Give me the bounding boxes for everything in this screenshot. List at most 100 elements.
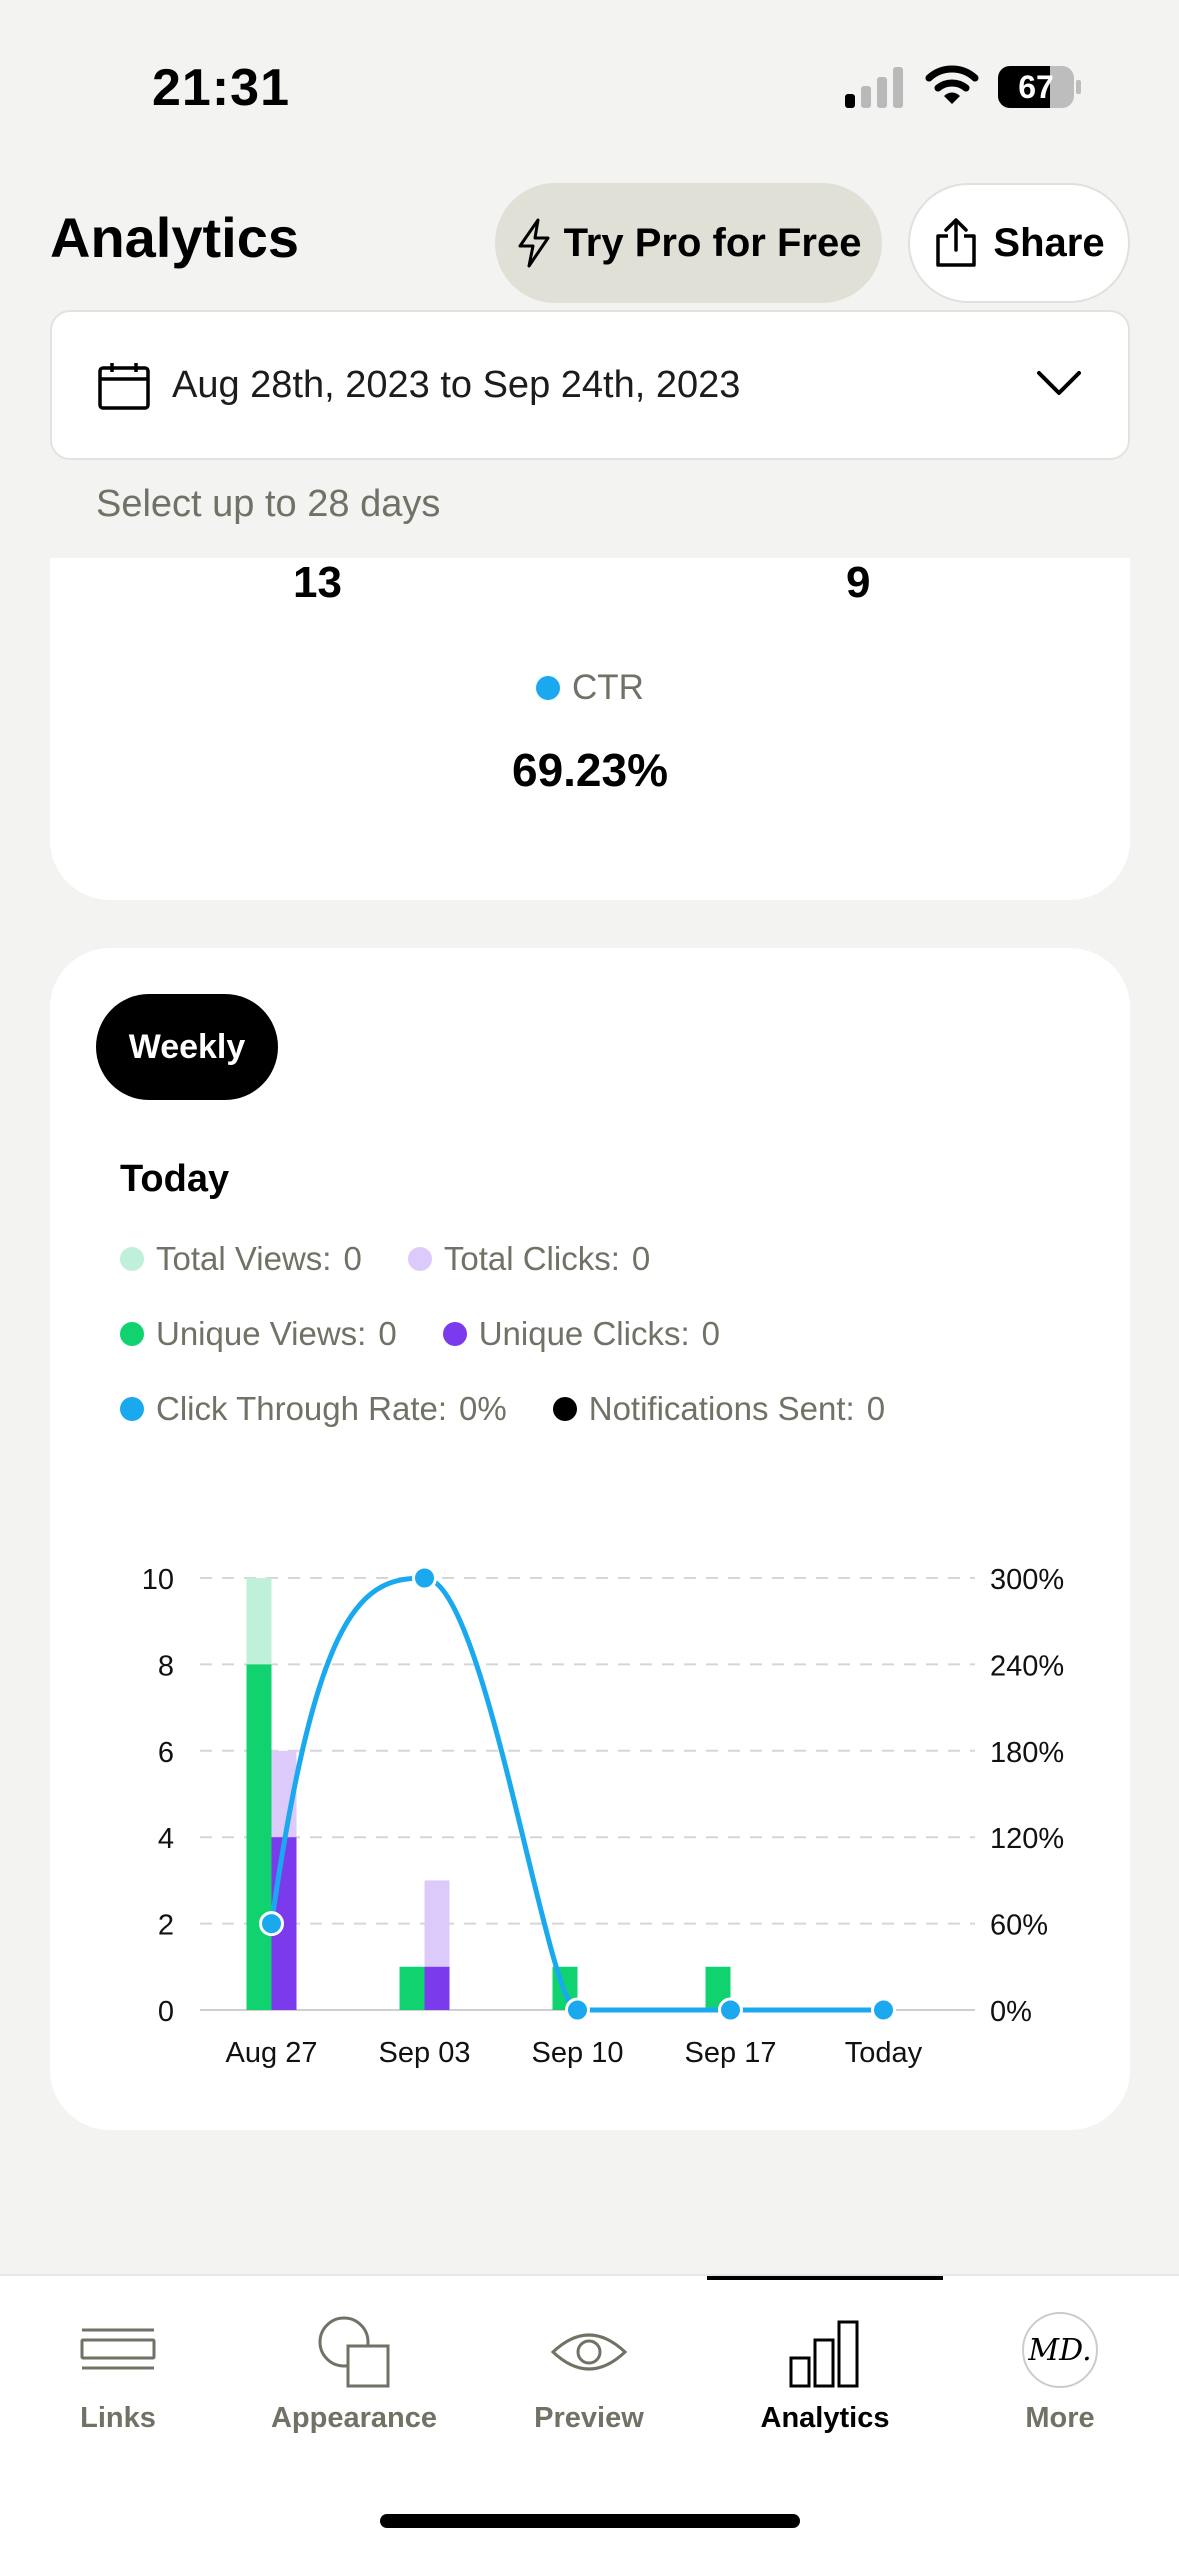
bar-unique-clicks — [424, 1966, 450, 2010]
legend-value: 0 — [343, 1240, 362, 1277]
y-tick-label: 0 — [158, 1996, 174, 2028]
bar-unique-views — [246, 1664, 272, 2010]
legend-ctr: Click Through Rate: 0% — [120, 1390, 507, 1428]
legend-label: Total Clicks: — [443, 1240, 620, 1277]
page-title: Analytics — [50, 206, 299, 269]
legend-total-clicks: Total Clicks: 0 — [407, 1240, 651, 1278]
analytics-chart[interactable]: 0 0% 2 60% 4 120% 6 180% 8 240% 10 300% Aug 27 Sep 03… — [50, 948, 1130, 2130]
ctr-point — [259, 1911, 284, 1937]
legend-label: Unique Clicks: — [478, 1315, 690, 1352]
date-range-picker[interactable]: Aug 28th, 2023 to Sep 24th, 2023 — [50, 310, 1130, 460]
analytics-icon — [789, 2320, 859, 2388]
legend-label: Click Through Rate: — [156, 1390, 448, 1427]
ctr-point — [718, 1997, 743, 2023]
legend-value: 0 — [631, 1240, 651, 1277]
chart-card: Weekly Today Total Views: 0 Total Clicks… — [50, 948, 1130, 2130]
avatar: MD. — [1022, 2312, 1098, 2388]
y-tick-label: 6 — [158, 1737, 174, 1769]
avatar-initials: MD. — [1028, 2332, 1092, 2368]
legend-dot — [120, 1247, 144, 1271]
nav-active-indicator — [707, 2276, 943, 2280]
ctr-point — [412, 1565, 437, 1591]
legend-dot — [552, 1397, 577, 1421]
legend-label: Total Views: — [156, 1240, 332, 1277]
ctr-line — [269, 1575, 884, 2013]
cellular-signal-icon — [845, 67, 903, 108]
lightning-icon — [518, 218, 550, 268]
summary-card: 13 9 CTR 69.23% — [50, 558, 1130, 900]
y-tick-label: 4 — [158, 1823, 174, 1855]
battery-percent: 67 — [1018, 69, 1054, 105]
nav-item-analytics[interactable]: Analytics — [707, 2312, 943, 2435]
wifi-icon — [925, 65, 979, 104]
legend-row-1: Total Views: 0 Total Clicks: 0 — [120, 1240, 650, 1278]
y2-tick-label: 180% — [990, 1737, 1064, 1769]
nav-item-appearance[interactable]: Appearance — [236, 2312, 472, 2435]
y2-tick-label: 60% — [990, 1910, 1048, 1942]
try-pro-label: Try Pro for Free — [563, 220, 862, 265]
home-indicator — [380, 2514, 800, 2528]
legend-value: 0 — [701, 1315, 720, 1352]
share-button[interactable]: Share — [908, 183, 1130, 303]
x-tick-label: Aug 27 — [226, 2037, 318, 2069]
date-range-hint: Select up to 28 days — [96, 483, 441, 525]
nav-item-preview[interactable]: Preview — [471, 2312, 707, 2435]
status-time: 21:31 — [152, 59, 290, 117]
calendar-icon — [98, 363, 150, 410]
appearance-icon — [318, 2316, 390, 2388]
legend-dot — [120, 1322, 144, 1346]
nav-label: Preview — [534, 2402, 644, 2434]
try-pro-button[interactable]: Try Pro for Free — [495, 183, 882, 303]
y-tick-label: 2 — [158, 1910, 174, 1942]
x-tick-label: Sep 17 — [685, 2037, 777, 2069]
weekly-toggle-button[interactable]: Weekly — [96, 994, 278, 1100]
links-icon — [80, 2328, 156, 2370]
nav-label: Analytics — [760, 2402, 890, 2434]
nav-item-links[interactable]: Links — [0, 2312, 236, 2435]
ctr-label-text: CTR — [572, 668, 644, 707]
bottom-nav: Links Appearance Preview Analytics MD. M… — [0, 2274, 1179, 2556]
y2-tick-label: 300% — [990, 1564, 1064, 1596]
legend-dot — [442, 1322, 467, 1346]
legend-label: Unique Views: — [156, 1315, 367, 1352]
y2-tick-label: 120% — [990, 1823, 1064, 1855]
date-range-value: Aug 28th, 2023 to Sep 24th, 2023 — [172, 364, 741, 406]
ctr-value: 69.23% — [511, 744, 668, 796]
eye-icon — [550, 2333, 628, 2371]
legend-row-3: Click Through Rate: 0% Notifications Sen… — [120, 1390, 885, 1428]
legend-value: 0 — [866, 1390, 886, 1427]
x-tick-label: Today — [845, 2037, 923, 2069]
legend-notifications: Notifications Sent: 0 — [552, 1390, 886, 1428]
nav-item-more[interactable]: MD. More — [942, 2312, 1178, 2435]
chevron-down-icon — [1037, 371, 1081, 395]
summary-right-number: 9 — [846, 558, 871, 607]
x-tick-label: Sep 10 — [532, 2037, 624, 2069]
nav-label: Links — [80, 2402, 156, 2434]
legend-unique-views: Unique Views: 0 — [120, 1315, 397, 1353]
battery-indicator: 67 — [998, 66, 1082, 108]
x-tick-label: Sep 03 — [379, 2037, 471, 2069]
legend-label: Notifications Sent: — [588, 1390, 855, 1427]
y-tick-label: 10 — [142, 1564, 174, 1596]
share-icon — [936, 218, 977, 267]
bar-unique-views — [399, 1966, 425, 2010]
y-tick-label: 8 — [158, 1650, 174, 1682]
share-label: Share — [993, 220, 1105, 265]
summary-left-number: 13 — [293, 558, 342, 607]
y2-tick-label: 0% — [990, 1996, 1032, 2028]
legend-dot — [120, 1397, 144, 1421]
ctr-point — [565, 1997, 590, 2023]
ctr-label: CTR — [50, 668, 1130, 708]
selection-label: Today — [120, 1158, 230, 1200]
nav-label: More — [1025, 2402, 1095, 2434]
nav-label: Appearance — [270, 2402, 437, 2434]
legend-value: 0 — [378, 1315, 397, 1352]
ctr-dot-icon — [536, 676, 561, 700]
legend-total-views: Total Views: 0 — [120, 1240, 362, 1278]
legend-row-2: Unique Views: 0 Unique Clicks: 0 — [120, 1315, 720, 1353]
y2-tick-label: 240% — [990, 1650, 1064, 1682]
legend-unique-clicks: Unique Clicks: 0 — [442, 1315, 720, 1353]
legend-value: 0% — [459, 1390, 507, 1427]
legend-dot — [407, 1247, 432, 1271]
ctr-point — [871, 1997, 896, 2023]
